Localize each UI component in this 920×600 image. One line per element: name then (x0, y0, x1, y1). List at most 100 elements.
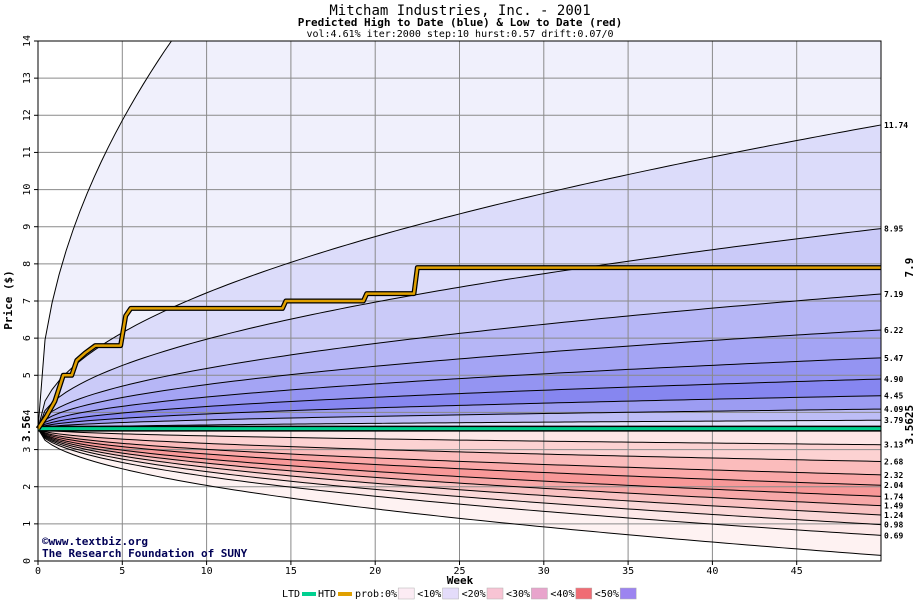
end-value-label: 1.49 (884, 502, 903, 511)
y-axis-label: Price ($) (2, 270, 15, 330)
y-tick-label: 7 (22, 298, 33, 304)
end-value-label: 8.95 (884, 225, 903, 234)
legend-prob-swatch (486, 587, 504, 600)
y-tick-label: 10 (22, 184, 33, 196)
x-tick-label: 35 (622, 566, 634, 577)
end-value-label: 0.69 (884, 531, 903, 540)
end-value-label: 6.22 (884, 326, 903, 335)
quantile-line-high (37, 395, 882, 430)
htd-line (35, 265, 881, 431)
x-tick-label: 30 (538, 566, 550, 577)
end-labels: 11.74 8.95 7.19 6.22 5.47 4.90 4.45 4.09 3.79 3.1… (884, 121, 908, 540)
end-value-label: 1.24 (884, 511, 903, 520)
x-tick-label: 25 (453, 566, 465, 577)
y-tick-label: 0 (22, 558, 33, 564)
legend-htd-label: HTD (318, 589, 336, 600)
y-tick-label: 13 (22, 72, 33, 84)
x-tick-label: 15 (285, 566, 297, 577)
legend-prob-item-label: <30% (506, 589, 530, 600)
y-tick-label: 12 (22, 109, 33, 121)
quantile-line-high (37, 408, 882, 430)
quantile-line-high (37, 293, 882, 430)
chart-title: Mitcham Industries, Inc. - 2001 (329, 3, 590, 19)
end-value-label: 3.79 (884, 416, 903, 425)
credit-line-2: The Research Foundation of SUNY (42, 547, 248, 560)
y-tick-label: 11 (22, 146, 33, 158)
end-value-label: 2.32 (884, 471, 903, 480)
htd-final-label: 7.9 (903, 258, 916, 278)
legend-prob-swatch (531, 587, 548, 600)
quantile-line-low (37, 428, 882, 486)
y-tick-label: 14 (22, 35, 33, 47)
start-price-label: 3.56 (20, 415, 33, 442)
end-value-label: 2.68 (884, 457, 903, 466)
x-tick-label: 45 (791, 566, 803, 577)
end-value-label: 1.74 (884, 492, 903, 501)
band-low (38, 428, 881, 475)
legend-prob-label: prob: (355, 589, 385, 600)
quantile-line-low (37, 428, 882, 462)
legend-prob-swatch (619, 587, 637, 600)
quantile-line-low (37, 428, 882, 516)
y-tick-label: 8 (22, 261, 33, 267)
y-tick-label: 3 (22, 447, 33, 453)
band-high (38, 329, 881, 429)
quantile-line-high (37, 124, 882, 429)
y-tick-label: 5 (22, 372, 33, 378)
x-tick-label: 5 (119, 566, 125, 577)
quantile-line-high (37, 357, 882, 430)
quantile-line-high (37, 228, 882, 429)
quantile-line-high (37, 419, 882, 430)
credit-line-1: ©www.textbiz.org (42, 535, 148, 548)
legend-prob-item-label: <40% (550, 589, 574, 600)
x-tick-label: 0 (35, 566, 41, 577)
legend-prob-swatch (442, 587, 459, 600)
end-value-label: 4.45 (884, 392, 903, 401)
end-value-label: 7.19 (884, 290, 903, 299)
legend-prob-item-label: <20% (462, 589, 486, 600)
end-value-label: 2.04 (884, 481, 903, 490)
x-tick-label: 10 (201, 566, 213, 577)
quantile-line-low (37, 428, 882, 556)
x-axis-label: Week (447, 574, 474, 587)
htd-line-stroke (36, 266, 881, 430)
legend-prob-items: 0% <10% <20% <30% <40% <50% (385, 587, 637, 600)
end-value-label: 4.09 (884, 405, 903, 414)
quantile-line-low (37, 428, 882, 507)
legend-ltd-label: LTD (282, 589, 300, 600)
hline-value-label: 3.5625 (903, 405, 916, 445)
end-value-label: 0.98 (884, 521, 903, 530)
legend-prob-swatch (397, 587, 415, 600)
y-tick-label: 2 (22, 484, 33, 490)
chart-params: vol:4.61% iter:2000 step:10 hurst:0.57 d… (306, 29, 613, 40)
legend-prob-swatch (575, 587, 593, 600)
end-value-label: 4.90 (884, 375, 903, 384)
legend-prob-item-label: 0% (385, 589, 397, 600)
y-tick-label: 6 (22, 335, 33, 341)
quantile-line-low (37, 428, 882, 476)
band-low (38, 428, 881, 497)
y-tick-label: 1 (22, 521, 33, 527)
chart-subtitle: Predicted High to Date (blue) & Low to D… (298, 16, 623, 29)
legend: LTD HTD prob: 0% <10% <20% <30% <40% <50% (282, 587, 637, 600)
quantile-line-low (37, 428, 882, 446)
band-high (38, 293, 881, 429)
quantile-line-low (37, 428, 882, 536)
y-tick-label: 4 (22, 409, 33, 415)
quantile-line-low (37, 428, 882, 526)
band-high (38, 41, 881, 429)
quantile-line-high (37, 329, 882, 430)
end-value-label: 5.47 (884, 354, 903, 363)
y-tick-label: 9 (22, 224, 33, 230)
band-low (38, 428, 881, 486)
quantile-line-high (37, 378, 882, 430)
legend-prob-item-label: <50% (595, 589, 619, 600)
end-value-label: 11.74 (884, 121, 908, 130)
x-tick-label: 40 (706, 566, 718, 577)
quantile-line-low (37, 428, 882, 497)
legend-prob-item-label: <10% (417, 589, 441, 600)
end-value-label: 3.13 (884, 441, 903, 450)
x-tick-label: 20 (369, 566, 381, 577)
